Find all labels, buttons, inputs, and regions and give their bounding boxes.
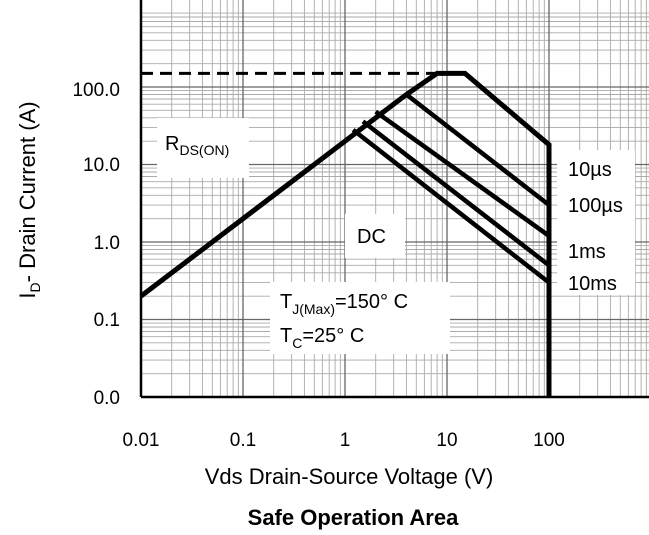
y-tick-label: 100.0	[72, 80, 120, 101]
tj-label: TJ(Max)=150° C	[280, 291, 408, 317]
dc-label: DC	[357, 226, 386, 248]
dc-label-box	[345, 214, 405, 258]
series-line-2	[405, 92, 551, 207]
series-line-3	[374, 109, 551, 238]
series-line-5	[351, 128, 551, 285]
y-tick-label: 0.1	[94, 310, 120, 331]
chart-caption: Safe Operation Area	[248, 505, 459, 530]
y-axis-title: ID- Drain Current (A)	[15, 101, 43, 298]
conditions-label-box	[270, 282, 450, 354]
x-tick-label: 0.1	[230, 430, 256, 451]
tc-label: TC=25° C	[280, 325, 364, 351]
x-axis-title: Vds Drain-Source Voltage (V)	[205, 464, 494, 489]
series-label-1ms: 1ms	[568, 241, 606, 263]
rds-on-label: RDS(ON)	[165, 133, 229, 158]
series-label-10us: 10µs	[568, 159, 612, 181]
series-line-4	[361, 119, 551, 268]
y-tick-label: 0.0	[94, 388, 120, 409]
y-tick-label: 1.0	[94, 233, 120, 254]
series-label-10ms: 10ms	[568, 273, 617, 295]
series-label-100us: 100µs	[568, 195, 623, 217]
rds-label-box	[157, 118, 249, 178]
y-tick-label: 10.0	[83, 155, 120, 176]
x-tick-label: 1	[340, 430, 351, 451]
series-line-1	[139, 70, 552, 397]
pulse-label-box	[557, 150, 635, 295]
series-layer	[139, 70, 552, 397]
x-tick-label: 0.01	[123, 430, 160, 451]
x-tick-label: 100	[533, 430, 565, 451]
x-tick-label: 10	[436, 430, 457, 451]
